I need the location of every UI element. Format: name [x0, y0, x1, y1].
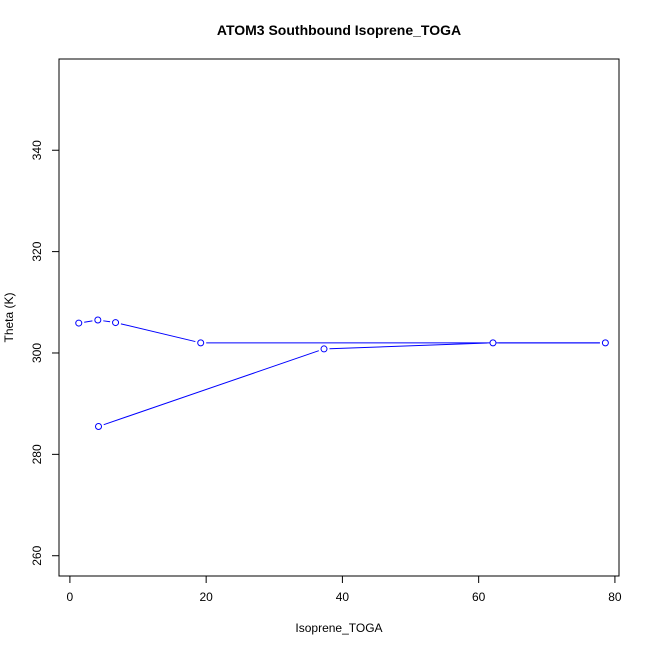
y-tick-label: 320 [30, 241, 44, 261]
series-segment [329, 342, 488, 350]
data-point [95, 422, 103, 430]
x-tick-label: 60 [472, 590, 486, 604]
series-segment [84, 320, 93, 323]
data-point [601, 339, 609, 347]
y-tick-label: 300 [30, 343, 44, 363]
series-segment [120, 323, 196, 343]
series-segment [103, 320, 111, 323]
y-axis: 260 280 300 320 340 [30, 140, 60, 566]
data-point [112, 319, 120, 327]
x-tick-label: 40 [336, 590, 350, 604]
y-tick-label: 340 [30, 140, 44, 160]
x-tick-label: 80 [608, 590, 622, 604]
data-point [320, 345, 328, 353]
y-tick-label: 260 [30, 545, 44, 565]
x-tick-label: 0 [67, 590, 74, 604]
x-tick-label: 20 [199, 590, 213, 604]
chart-title: ATOM3 Southbound Isoprene_TOGA [217, 22, 461, 38]
y-axis-label: Theta (K) [2, 292, 16, 342]
x-axis-label: Isoprene_TOGA [295, 621, 382, 635]
series-segment [103, 350, 319, 426]
series-layer [75, 316, 609, 430]
data-point [75, 319, 83, 327]
y-tick-label: 280 [30, 444, 44, 464]
data-point [94, 316, 102, 324]
data-point [489, 339, 497, 347]
plot-frame [58, 58, 620, 577]
data-point [197, 339, 205, 347]
x-axis: 0 20 40 60 80 [67, 575, 622, 604]
